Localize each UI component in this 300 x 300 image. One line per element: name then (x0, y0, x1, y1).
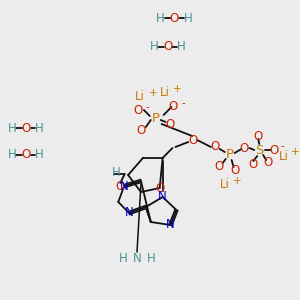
Text: O: O (163, 40, 172, 53)
Text: Li: Li (135, 91, 145, 103)
Text: H: H (146, 251, 155, 265)
Text: O: O (210, 140, 220, 154)
Text: N: N (120, 179, 129, 193)
Text: +: + (173, 84, 182, 94)
Text: O: O (155, 182, 164, 194)
Text: O: O (189, 134, 198, 146)
Text: H: H (35, 122, 44, 134)
Text: O: O (214, 160, 224, 172)
Text: O: O (263, 155, 273, 169)
Text: O: O (134, 103, 142, 116)
Text: O: O (169, 100, 178, 113)
Text: O: O (165, 118, 174, 130)
Text: H: H (35, 148, 44, 161)
Text: O: O (21, 122, 30, 134)
Text: N: N (133, 251, 141, 265)
Text: -: - (280, 141, 284, 151)
Text: H: H (156, 11, 165, 25)
Text: Li: Li (220, 178, 230, 191)
Text: -: - (182, 98, 185, 108)
Text: +: + (148, 88, 157, 98)
Text: H: H (149, 40, 158, 53)
Text: O: O (269, 143, 279, 157)
Text: O: O (170, 11, 179, 25)
Text: O: O (21, 148, 30, 161)
Text: +: + (233, 176, 242, 186)
Text: S: S (255, 143, 263, 157)
Text: -: - (146, 102, 150, 112)
Text: N: N (166, 218, 175, 232)
Text: Li: Li (160, 86, 170, 100)
Text: H: H (119, 251, 128, 265)
Text: O: O (249, 158, 258, 170)
Text: P: P (226, 148, 234, 161)
Text: O: O (230, 164, 239, 176)
Text: H: H (184, 11, 193, 25)
Text: H: H (8, 148, 16, 161)
Text: H: H (177, 40, 186, 53)
Text: Li: Li (279, 149, 289, 163)
Text: +: + (291, 147, 300, 157)
Text: O: O (254, 130, 263, 142)
Text: O: O (116, 179, 125, 193)
Text: N: N (125, 206, 134, 220)
Text: H: H (112, 166, 121, 178)
Text: H: H (8, 122, 16, 134)
Text: P: P (152, 112, 160, 124)
Text: N: N (158, 190, 167, 203)
Text: O: O (136, 124, 146, 136)
Text: O: O (240, 142, 249, 154)
